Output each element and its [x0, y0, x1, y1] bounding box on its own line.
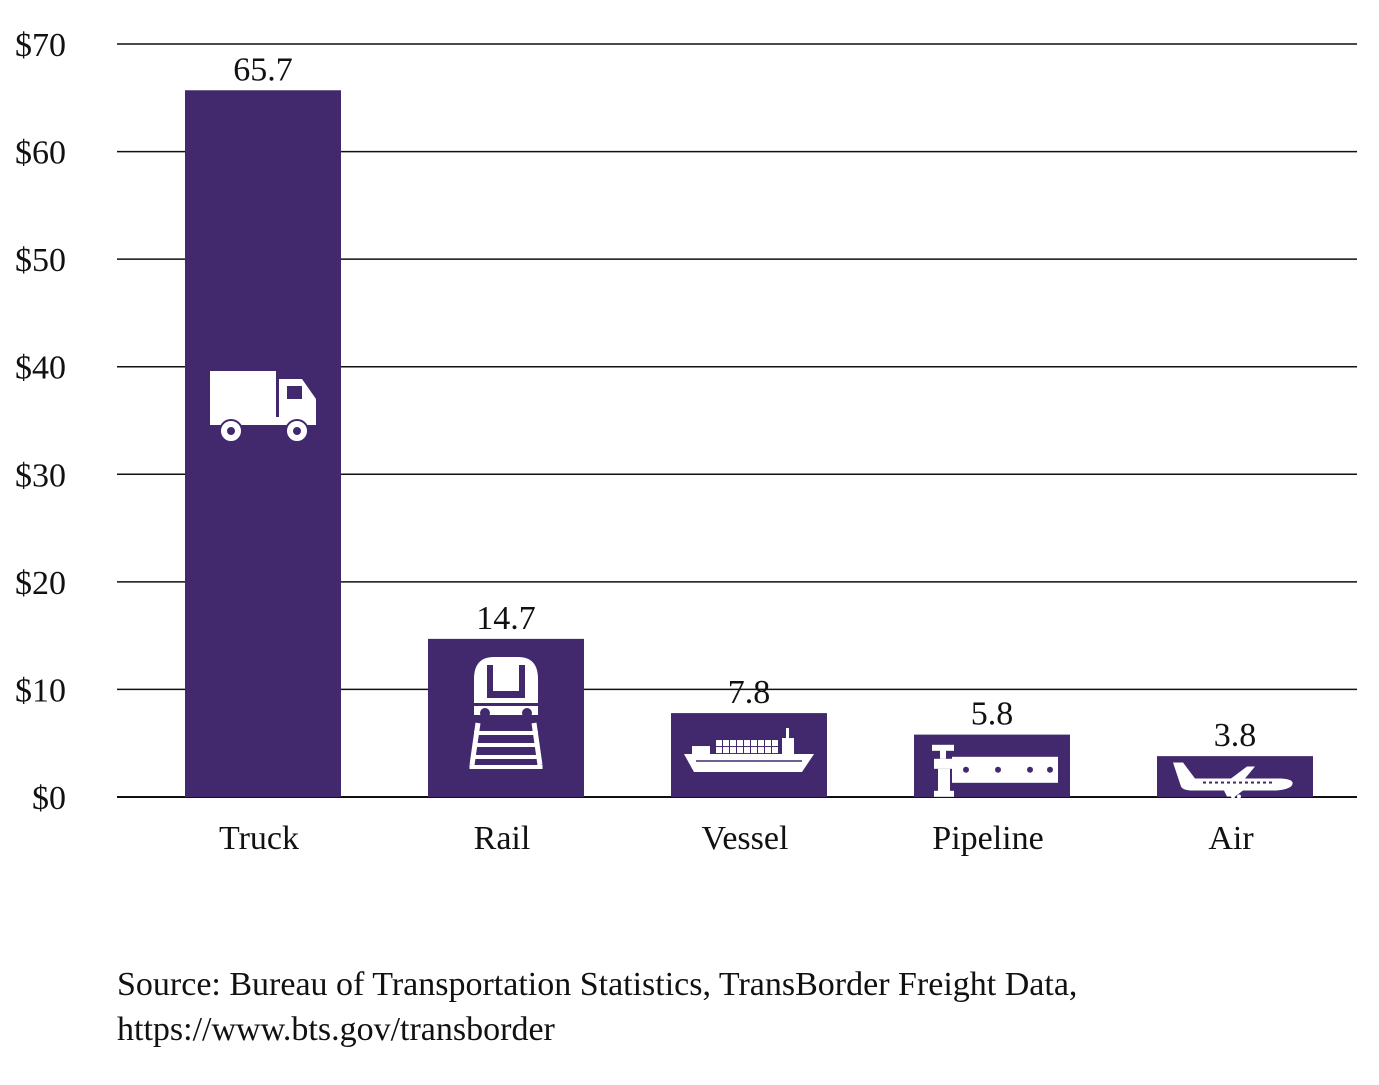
train-icon: [469, 657, 543, 769]
source-line-2: https://www.bts.gov/transborder: [117, 1011, 555, 1048]
bars: [185, 90, 1313, 799]
data-label-pipeline: 5.8: [971, 696, 1014, 733]
y-tick-label: $30: [15, 457, 66, 494]
bar-truck: [185, 90, 341, 797]
data-label-air: 3.8: [1214, 717, 1257, 754]
y-tick-label: $20: [15, 565, 66, 602]
x-tick-label-truck: Truck: [219, 820, 299, 857]
y-tick-label: $70: [15, 27, 66, 64]
airplane-icon: [1173, 762, 1293, 799]
data-label-truck: 65.7: [233, 51, 293, 88]
y-tick-label: $0: [32, 780, 66, 817]
y-tick-label: $60: [15, 135, 66, 172]
truck-icon: [210, 371, 316, 443]
y-tick-label: $50: [15, 242, 66, 279]
x-tick-label-pipeline: Pipeline: [932, 820, 1043, 857]
source-note: Source: Bureau of Transportation Statist…: [117, 962, 1347, 1052]
data-label-rail: 14.7: [476, 600, 536, 637]
x-tick-label-rail: Rail: [474, 820, 531, 857]
bar-chart: $0 $10 $20 $30 $40 $50 $60 $70 65.7 14.7 7.8 5.8 3.…: [15, 27, 1357, 857]
x-axis-category-labels: Truck Rail Vessel Pipeline Air: [219, 820, 1254, 857]
y-tick-label: $10: [15, 672, 66, 709]
data-label-vessel: 7.8: [728, 674, 771, 711]
x-tick-label-air: Air: [1208, 820, 1254, 857]
bar-data-labels: 65.7 14.7 7.8 5.8 3.8: [233, 51, 1256, 754]
source-line-1: Source: Bureau of Transportation Statist…: [117, 966, 1078, 1003]
pipeline-icon: [932, 744, 1058, 797]
y-axis-tick-labels: $0 $10 $20 $30 $40 $50 $60 $70: [15, 27, 66, 817]
x-tick-label-vessel: Vessel: [702, 820, 789, 857]
ship-icon: [684, 728, 814, 773]
y-tick-label: $40: [15, 350, 66, 387]
